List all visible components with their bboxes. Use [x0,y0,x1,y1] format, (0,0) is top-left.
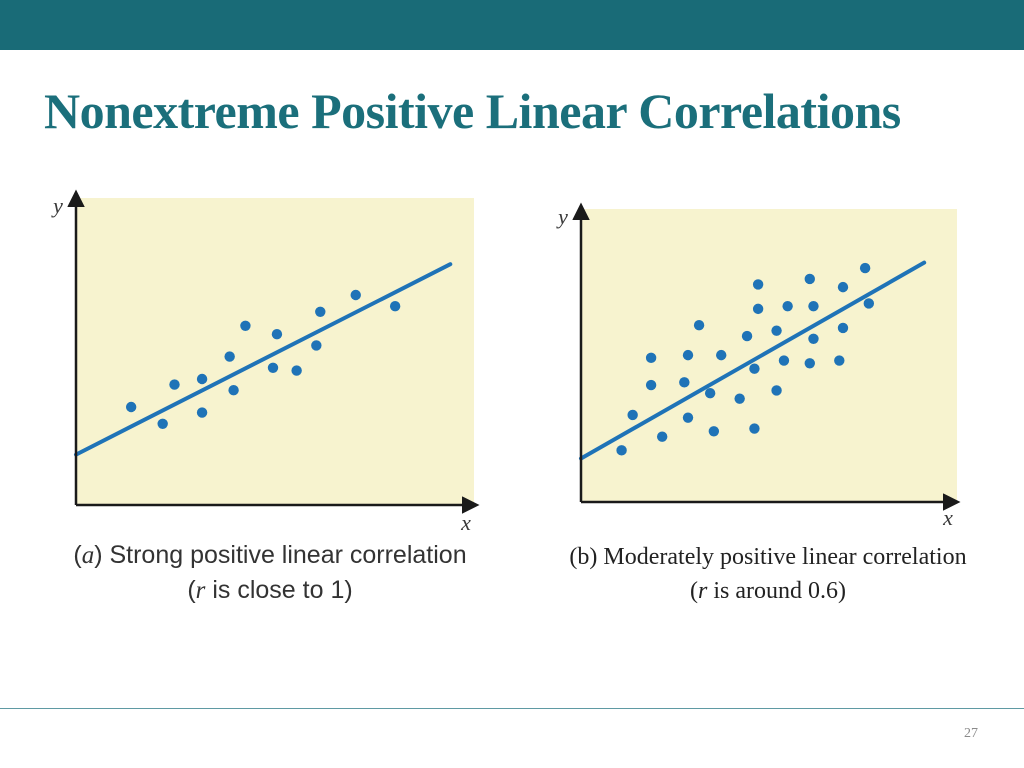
data-point-18 [752,279,764,290]
data-point-20 [771,325,782,336]
data-point-7 [228,385,239,396]
data-point-29 [837,281,849,293]
data-point-19 [771,385,782,396]
data-point-10 [271,329,283,340]
chart-b-caption: (b) Moderately positive linear correlati… [528,540,1008,608]
data-point-4 [196,407,208,418]
data-point-3 [645,379,657,391]
chart-a: yx [51,189,480,535]
data-point-13 [315,306,326,317]
slide-title: Nonextreme Positive Linear Correlations [44,83,901,139]
chart-b-caption-line2: (r is around 0.6) [690,578,846,604]
data-point-28 [837,322,849,334]
data-point-24 [804,273,815,285]
chart-b-caption-line1: (b) Moderately positive linear correlati… [569,544,967,570]
data-point-23 [804,358,815,369]
chart-b: yx [556,202,961,530]
trend-line [74,262,453,457]
data-point-11 [291,365,302,376]
data-point-4 [645,352,657,364]
data-point-6 [224,351,235,362]
data-point-1 [616,445,627,456]
x-axis-label: x [942,505,953,530]
data-point-12 [311,340,322,351]
data-point-31 [863,298,875,309]
data-point-8 [682,349,694,361]
data-point-9 [267,362,279,373]
data-point-26 [808,300,819,312]
data-point-11 [708,426,720,437]
data-point-2 [627,409,638,421]
data-point-5 [196,373,208,385]
caption-var-r-a: r [195,577,206,604]
data-point-13 [734,393,745,404]
footer-divider [0,708,1024,709]
header-bar [0,0,1024,50]
plot-area [581,209,957,502]
data-point-8 [240,320,251,331]
y-axis-label: y [556,204,568,229]
data-point-30 [859,262,871,274]
data-point-6 [679,377,690,388]
data-point-2 [157,418,168,429]
data-point-3 [169,379,180,390]
data-point-14 [350,289,361,301]
data-point-5 [656,431,668,442]
trend-line [579,260,927,461]
y-axis-label: y [51,193,63,218]
data-point-15 [749,423,760,434]
data-point-10 [704,388,716,399]
x-axis-label: x [460,510,471,535]
data-point-22 [782,300,793,312]
data-point-21 [778,355,790,366]
data-point-17 [752,303,764,315]
data-point-7 [682,412,694,423]
chart-a-caption: (a) Strong positive linear correlation (… [28,538,512,608]
page-number: 27 [964,726,978,741]
caption-var-r-b: r [698,578,708,604]
data-point-16 [749,363,760,374]
chart-a-caption-line1: (a) Strong positive linear correlation [73,541,467,569]
data-point-15 [389,301,401,312]
caption-letter-a: a [81,542,95,569]
data-point-14 [741,330,753,342]
chart-a-caption-line2: (r is close to 1) [187,576,353,604]
data-point-9 [693,320,705,331]
data-point-25 [808,333,819,344]
data-point-1 [125,401,137,413]
data-point-12 [716,349,727,361]
data-point-27 [834,355,845,366]
